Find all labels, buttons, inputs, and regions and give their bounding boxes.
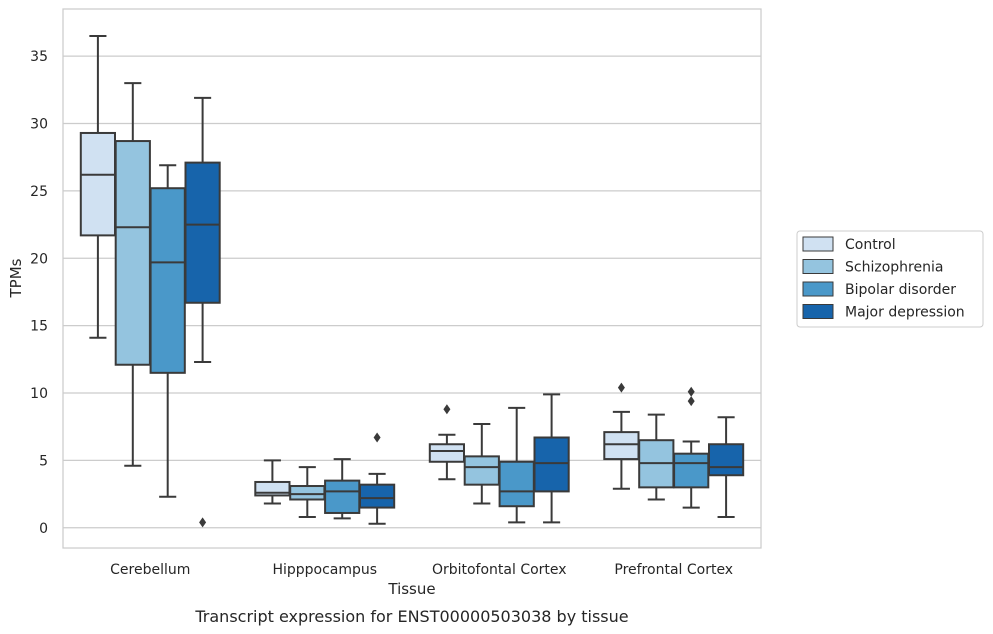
box-2-1 [463, 423, 500, 505]
box-0-0 [79, 34, 117, 339]
plot-frame [62, 8, 762, 549]
legend-entry-3: Major depression [802, 304, 965, 321]
y-tick-label-10: 10 [30, 386, 48, 402]
legend-swatch [802, 236, 834, 252]
box-3-2 [673, 386, 710, 509]
box-iqr [707, 443, 745, 477]
y-tick-labels: 0 5 10 15 20 25 30 35 [30, 49, 48, 537]
box-iqr [533, 436, 570, 493]
legend-label: Bipolar disorder [845, 282, 956, 298]
y-tick-label-20: 20 [30, 251, 48, 267]
boxes [79, 34, 745, 528]
y-tick-label-15: 15 [30, 319, 48, 335]
legend-entries: Control Schizophrenia Bipolar disorder Majo… [802, 236, 965, 321]
box-2-3 [533, 393, 570, 524]
legend-swatch [802, 304, 834, 319]
outlier-1 [687, 386, 695, 397]
legend-swatch [802, 281, 834, 297]
y-tick-label-35: 35 [30, 49, 48, 65]
box-2-2 [498, 406, 535, 524]
box-3-0 [603, 382, 640, 490]
x-tick-label-0: Cerebellum [110, 562, 190, 578]
outlier-0 [373, 432, 381, 443]
y-tick-label-5: 5 [39, 453, 48, 469]
box-iqr [184, 161, 221, 304]
outlier-0 [617, 382, 625, 393]
box-2-0 [428, 404, 466, 481]
x-tick-label-1: Hipppocampus [272, 562, 377, 578]
legend-label: Control [845, 237, 896, 253]
box-iqr [673, 452, 710, 489]
x-axis-label: Tissue [387, 580, 435, 598]
box-iqr [289, 485, 326, 501]
outlier-0 [687, 396, 695, 407]
box-iqr [428, 443, 466, 463]
x-tick-label-2: Orbitofontal Cortex [432, 562, 567, 578]
outlier-0 [199, 517, 207, 528]
box-1-3 [358, 432, 396, 525]
legend-frame [796, 230, 984, 328]
box-iqr [603, 431, 640, 461]
legend-entry-1: Schizophrenia [802, 259, 943, 276]
y-tick-label-30: 30 [30, 117, 48, 133]
box-1-1 [289, 466, 326, 519]
legend-swatch [802, 259, 834, 274]
box-0-1 [114, 82, 151, 467]
box-0-3 [184, 96, 221, 528]
box-3-1 [638, 413, 675, 501]
outlier-0 [443, 404, 451, 415]
legend-entry-0: Control [802, 236, 896, 253]
legend-label: Schizophrenia [845, 260, 943, 276]
box-1-0 [254, 459, 291, 505]
box-0-2 [149, 164, 186, 498]
chart-caption: Transcript expression for ENST0000050303… [194, 607, 628, 626]
legend-label: Major depression [845, 305, 965, 321]
y-tick-label-25: 25 [30, 184, 48, 200]
box-iqr [149, 187, 186, 374]
x-tick-label-3: Prefrontal Cortex [614, 562, 733, 578]
y-axis-label: TPMs [7, 258, 25, 298]
legend: Control Schizophrenia Bipolar disorder Majo… [796, 230, 984, 328]
y-tick-label-0: 0 [39, 521, 48, 537]
box-iqr [324, 479, 361, 514]
box-1-2 [324, 458, 361, 520]
x-tick-labels: Cerebellum Hipppocampus Orbitofontal Corte… [110, 562, 733, 578]
legend-entry-2: Bipolar disorder [802, 281, 956, 298]
box-iqr [498, 460, 535, 508]
box-3-3 [707, 416, 745, 519]
box-iqr [114, 140, 151, 366]
box-iqr [463, 455, 500, 486]
box-iqr [358, 483, 396, 509]
box-iqr [79, 131, 117, 237]
